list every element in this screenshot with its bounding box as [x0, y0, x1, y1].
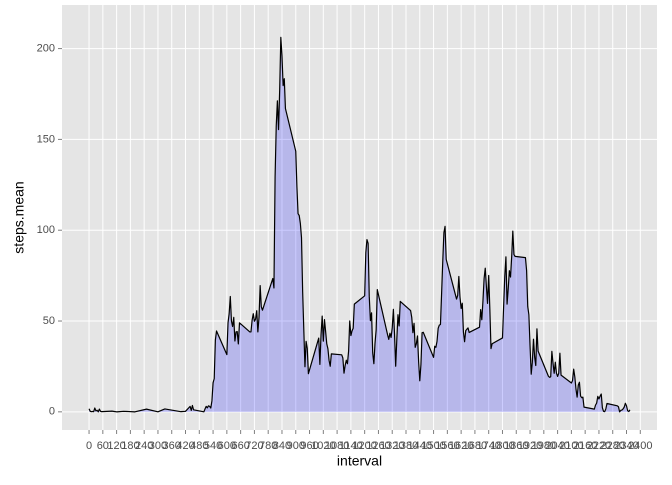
- y-axis-title: steps.mean: [11, 181, 27, 253]
- x-tick-label: 480: [190, 440, 208, 452]
- x-tick-label: 1080: [325, 440, 349, 452]
- x-tick-label: 1740: [476, 440, 500, 452]
- x-tick-label: 1980: [532, 440, 556, 452]
- y-tick-label: 100: [37, 224, 55, 236]
- area-line: [88, 36, 631, 413]
- x-tick-label: 1500: [421, 440, 445, 452]
- x-tick-label: 540: [204, 440, 222, 452]
- y-tick-label: 150: [37, 133, 55, 145]
- x-tick-label: 2100: [559, 440, 583, 452]
- marks: [88, 36, 631, 413]
- x-tick-label: 1140: [339, 440, 363, 452]
- x-tick-label: 1800: [490, 440, 514, 452]
- x-tick-label: 360: [163, 440, 181, 452]
- y-tick-label: 50: [43, 315, 55, 327]
- y-tick-label: 0: [49, 406, 55, 418]
- x-tick-label: 180: [121, 440, 139, 452]
- x-tick-label: 2340: [614, 440, 638, 452]
- area-fill: [89, 37, 630, 412]
- x-tick-label: 2040: [545, 440, 569, 452]
- x-tick-label: 120: [107, 440, 125, 452]
- x-tick-label: 1620: [449, 440, 473, 452]
- x-tick-label: 780: [259, 440, 277, 452]
- x-tick-label: 2160: [573, 440, 597, 452]
- x-tick-label: 1680: [463, 440, 487, 452]
- x-tick-label: 1920: [518, 440, 542, 452]
- grid: [62, 5, 657, 430]
- y-tick-label: 200: [37, 42, 55, 54]
- x-tick-label: 0: [86, 440, 92, 452]
- x-tick-label: 420: [176, 440, 194, 452]
- x-tick-label: 1260: [366, 440, 390, 452]
- x-tick-label: 1320: [380, 440, 404, 452]
- x-tick-label: 660: [231, 440, 249, 452]
- x-tick-label: 2280: [600, 440, 624, 452]
- x-tick-label: 240: [135, 440, 153, 452]
- x-tick-label: 1200: [352, 440, 376, 452]
- x-tick-label: 600: [218, 440, 236, 452]
- x-tick-label: 300: [149, 440, 167, 452]
- x-tick-label: 1860: [504, 440, 528, 452]
- x-tick-label: 1560: [435, 440, 459, 452]
- x-tick-label: 840: [273, 440, 291, 452]
- x-tick-label: 960: [300, 440, 318, 452]
- x-tick-label: 2400: [628, 440, 652, 452]
- x-tick-label: 60: [97, 440, 109, 452]
- x-tick-label: 1020: [311, 440, 335, 452]
- x-tick-label: 1440: [408, 440, 432, 452]
- x-tick-label: 900: [287, 440, 305, 452]
- x-tick-label: 720: [245, 440, 263, 452]
- x-axis-title: interval: [337, 453, 382, 469]
- x-tick-label: 1380: [394, 440, 418, 452]
- x-tick-label: 2220: [587, 440, 611, 452]
